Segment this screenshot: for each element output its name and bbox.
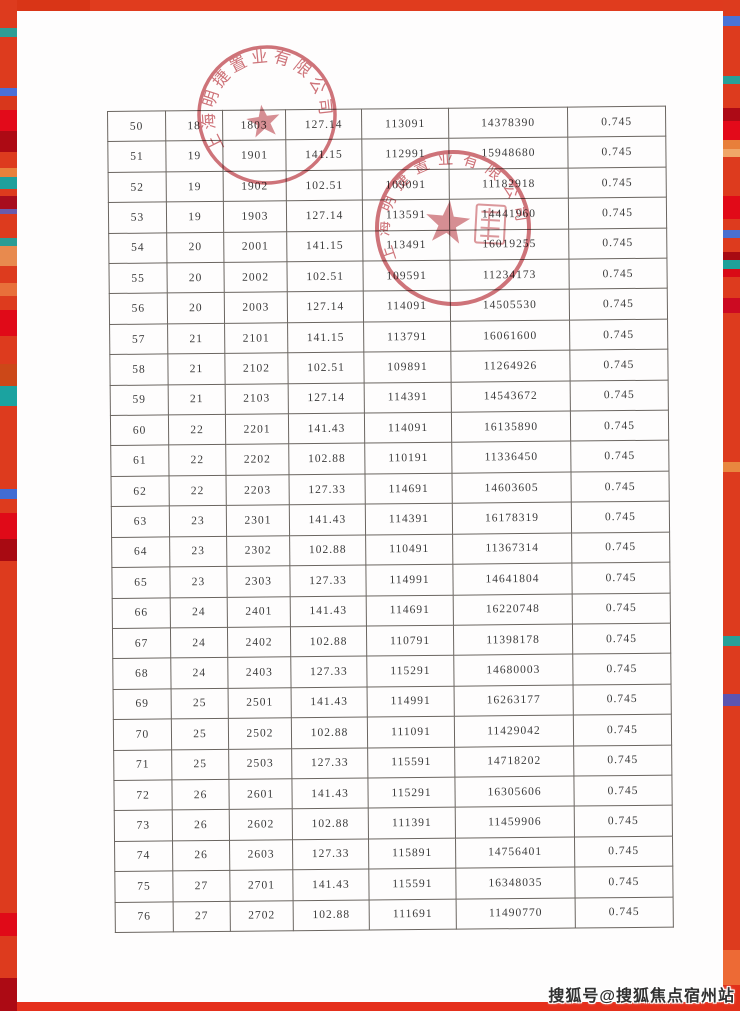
seal-ring-circle [197, 45, 337, 185]
star-icon [244, 102, 283, 139]
right-border-collage [723, 0, 740, 1011]
document-page: 50 18 1803 127.14 113091 14378390 0.745 51 19 190… [17, 11, 723, 1002]
seal-ring-circle [375, 150, 531, 306]
company-seal-top: 上海明捷置业有限公司 [184, 32, 339, 185]
seal-ring-text: 上海明捷置业有限公司 [184, 32, 339, 156]
square-emblem [473, 203, 507, 245]
company-seal-middle: 上海明捷置业有限公司 [366, 142, 533, 306]
star-icon [423, 198, 472, 245]
left-border-collage [0, 0, 17, 1011]
bottom-border-collage [0, 1002, 740, 1011]
sohu-watermark: 搜狐号@搜狐焦点宿州站 [548, 988, 735, 1005]
top-border-collage [0, 0, 740, 11]
